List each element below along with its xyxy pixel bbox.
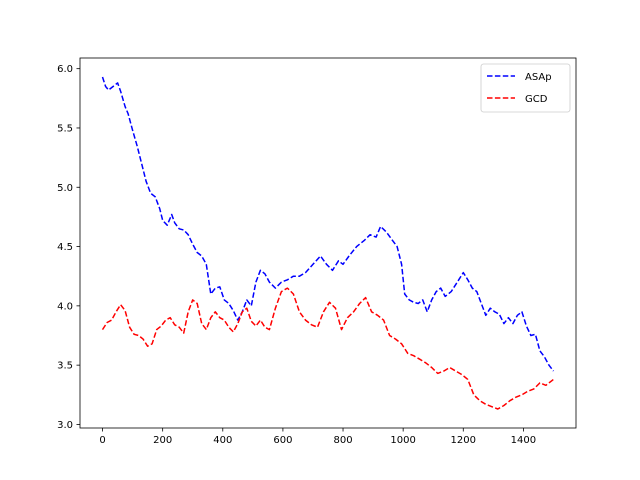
y-tick-label: 4.5 [57,242,73,253]
x-tick-label: 1200 [451,435,476,446]
y-tick-label: 3.5 [57,361,73,372]
legend: ASAp GCD [480,63,571,113]
x-axis: 0 200 400 600 800 1000 1200 1400 [99,428,536,446]
series-line-asap [101,76,555,372]
y-tick-label: 5.5 [57,123,73,134]
x-tick-label: 200 [153,435,172,446]
y-tick-label: 6.0 [57,64,73,75]
y-tick-label: 5.0 [57,183,73,194]
plot-frame [79,57,577,429]
x-tick-label: 800 [333,435,352,446]
x-tick-label: 1000 [390,435,415,446]
series-line-gcd [101,287,554,410]
x-tick-label: 1400 [511,435,536,446]
x-tick-label: 0 [99,435,105,446]
legend-label-asap: ASAp [525,72,552,83]
y-tick-label: 4.0 [57,301,73,312]
series-layer [101,76,555,410]
legend-label-gcd: GCD [525,94,548,105]
y-axis: 3.0 3.5 4.0 4.5 5.0 5.5 6.0 [57,64,80,431]
y-tick-label: 3.0 [57,420,73,431]
x-tick-label: 400 [213,435,232,446]
x-tick-label: 600 [273,435,292,446]
